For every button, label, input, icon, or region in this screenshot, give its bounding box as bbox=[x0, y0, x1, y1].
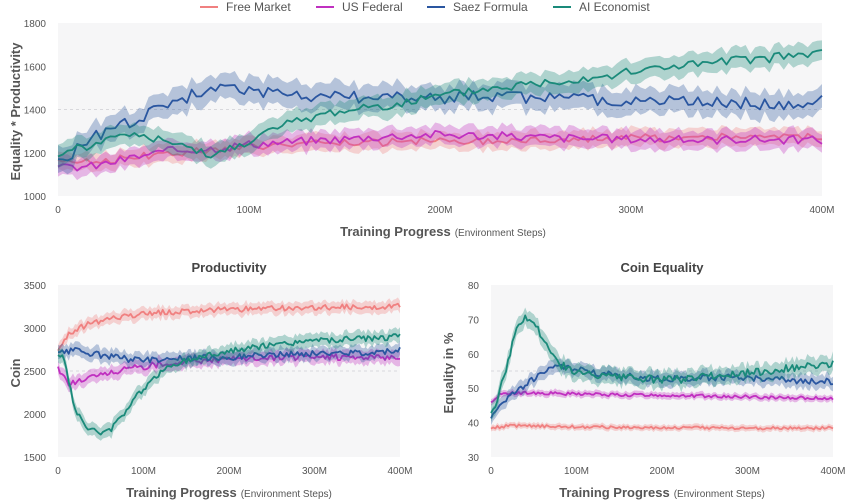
chart-panel-1: 0 100M 200M 300M 400M 1500 2000 2500 3000 3500 Pro… bbox=[8, 260, 413, 500]
series-line-saez-formula bbox=[57, 83, 823, 162]
legend-label: AI Economist bbox=[579, 0, 650, 14]
x-tick-label: 100M bbox=[236, 205, 261, 216]
legend-item-saez-formula: Saez Formula bbox=[427, 0, 528, 14]
series-line-us-federal bbox=[57, 129, 823, 172]
legend: Free Market US Federal Saez Formula AI Econ… bbox=[0, 0, 846, 16]
series-line-ai-economist bbox=[57, 49, 823, 159]
x-axis-label-note: (Environment Steps) bbox=[674, 489, 765, 500]
legend-item-ai-economist: AI Economist bbox=[553, 0, 650, 14]
y-axis-label: Equality * Productivity bbox=[8, 42, 23, 181]
x-axis-label: Training Progress (Environment Steps) bbox=[340, 224, 546, 239]
y-tick-label: 2500 bbox=[24, 367, 47, 378]
y-tick-label: 1200 bbox=[24, 149, 47, 160]
x-tick-label: 0 bbox=[55, 466, 61, 477]
y-tick-label: 1000 bbox=[24, 192, 47, 203]
x-tick-label: 400M bbox=[809, 205, 834, 216]
y-tick-label: 80 bbox=[468, 281, 480, 292]
x-axis-label-main: Training Progress bbox=[559, 485, 670, 500]
series-band-saez-formula bbox=[58, 71, 822, 175]
legend-swatch bbox=[316, 5, 334, 8]
y-tick-label: 30 bbox=[468, 453, 480, 464]
series-band-us-federal bbox=[58, 122, 822, 181]
legend-item-us-federal: US Federal bbox=[316, 0, 403, 14]
x-tick-label: 400M bbox=[820, 466, 845, 477]
series-line-ai-economist bbox=[490, 314, 834, 414]
x-tick-label: 300M bbox=[735, 466, 760, 477]
y-tick-label: 60 bbox=[468, 350, 480, 361]
y-tick-label: 1800 bbox=[24, 19, 47, 30]
y-tick-label: 3000 bbox=[24, 324, 47, 335]
y-tick-label: 2000 bbox=[24, 410, 47, 421]
legend-swatch bbox=[200, 5, 218, 8]
series-line-saez-formula bbox=[57, 346, 401, 364]
y-axis-label: Coin bbox=[8, 359, 23, 388]
y-tick-label: 70 bbox=[468, 315, 480, 326]
x-tick-label: 200M bbox=[216, 466, 241, 477]
legend-label: US Federal bbox=[342, 0, 403, 14]
chart-title: Coin Equality bbox=[620, 260, 704, 275]
series-line-free-market bbox=[57, 302, 401, 352]
x-tick-label: 400M bbox=[387, 466, 412, 477]
chart-panel-0: 0 100M 200M 300M 400M 1000 1200 1400 1600 1800 Tra… bbox=[8, 19, 835, 239]
y-axis-label: Equality in % bbox=[441, 332, 456, 413]
chart-title: Productivity bbox=[191, 260, 267, 275]
x-tick-label: 0 bbox=[55, 205, 61, 216]
chart-panel-2: 0 100M 200M 300M 400M 30 40 50 60 70 80 Coin Equali… bbox=[441, 260, 846, 500]
x-tick-label: 100M bbox=[564, 466, 589, 477]
x-tick-label: 300M bbox=[618, 205, 643, 216]
x-axis-label-main: Training Progress bbox=[126, 485, 237, 500]
legend-swatch bbox=[553, 5, 571, 8]
x-tick-label: 0 bbox=[488, 466, 494, 477]
y-tick-label: 1500 bbox=[24, 453, 47, 464]
series-band-free-market bbox=[58, 125, 822, 173]
series-line-us-federal bbox=[57, 353, 401, 387]
series-band-ai-economist bbox=[58, 327, 400, 441]
series-line-ai-economist bbox=[57, 333, 401, 436]
x-axis-label-main: Training Progress bbox=[340, 224, 451, 239]
x-tick-label: 200M bbox=[649, 466, 674, 477]
x-axis-label-note: (Environment Steps) bbox=[455, 228, 546, 239]
x-axis-label: Training Progress (Environment Steps) bbox=[559, 485, 765, 500]
y-tick-label: 50 bbox=[468, 384, 480, 395]
x-tick-label: 100M bbox=[131, 466, 156, 477]
legend-label: Free Market bbox=[226, 0, 291, 14]
series-line-us-federal bbox=[490, 390, 834, 404]
y-tick-label: 40 bbox=[468, 419, 480, 430]
legend-item-free-market: Free Market bbox=[200, 0, 291, 14]
y-tick-label: 3500 bbox=[24, 281, 47, 292]
legend-label: Saez Formula bbox=[453, 0, 528, 14]
legend-swatch bbox=[427, 5, 445, 8]
series-line-free-market bbox=[57, 132, 822, 165]
y-tick-label: 1400 bbox=[24, 106, 47, 117]
series-band-saez-formula bbox=[491, 357, 833, 426]
y-tick-label: 1600 bbox=[24, 62, 47, 73]
series-line-free-market bbox=[490, 423, 834, 431]
x-axis-label-note: (Environment Steps) bbox=[241, 489, 332, 500]
x-tick-label: 200M bbox=[427, 205, 452, 216]
series-band-free-market bbox=[491, 421, 833, 433]
x-axis-label: Training Progress (Environment Steps) bbox=[126, 485, 332, 500]
x-tick-label: 300M bbox=[302, 466, 327, 477]
